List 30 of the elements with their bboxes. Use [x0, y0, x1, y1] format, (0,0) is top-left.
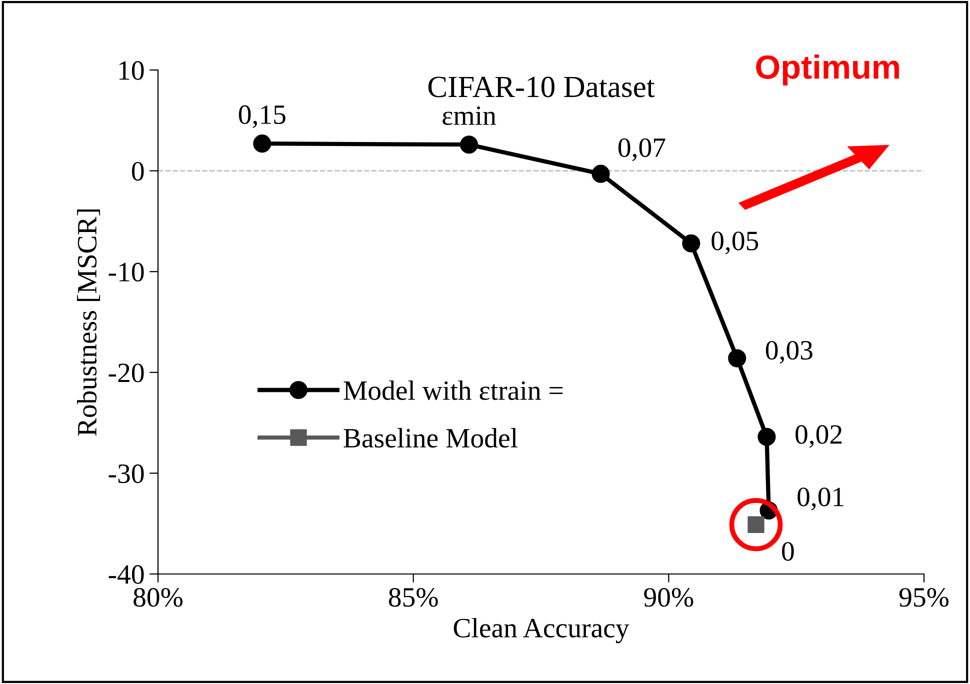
annotation: 0,02 [796, 425, 842, 448]
annotation: 0,07 [618, 138, 666, 162]
annotation: 0,05 [712, 232, 758, 254]
point [592, 164, 610, 183]
x-tick-label: 85% [388, 588, 438, 607]
annotation: 0,15 [238, 105, 286, 128]
legend-label: Baseline Model [344, 428, 518, 448]
point [758, 428, 776, 446]
annotation: 0,01 [798, 488, 844, 510]
annotation: 0,03 [766, 340, 812, 364]
y-tick-label: -20 [108, 364, 144, 382]
y-tick-label: -30 [108, 464, 144, 484]
y-tick-label: -10 [108, 262, 144, 282]
x-tick-label: 80% [134, 588, 183, 607]
y-axis-title: Robustness [MSCR] [77, 209, 100, 436]
x-tick-label: 95% [899, 588, 949, 607]
annotation: 0 [782, 542, 794, 561]
y-tick-label: -40 [108, 565, 144, 584]
point [253, 134, 272, 153]
annotation: εmin [442, 106, 496, 126]
annotation: Optimum [756, 54, 899, 86]
y-tick-label: 0 [132, 162, 144, 181]
chart-title: CIFAR-10 Dataset [428, 76, 655, 98]
x-tick-label: 90% [644, 588, 694, 607]
point [682, 234, 700, 252]
point [728, 349, 746, 368]
x-axis-title: Clean Accuracy [454, 618, 630, 644]
legend-label: Model with εtrain = [344, 380, 563, 400]
point [460, 136, 478, 154]
y-tick-label: 10 [119, 61, 144, 80]
